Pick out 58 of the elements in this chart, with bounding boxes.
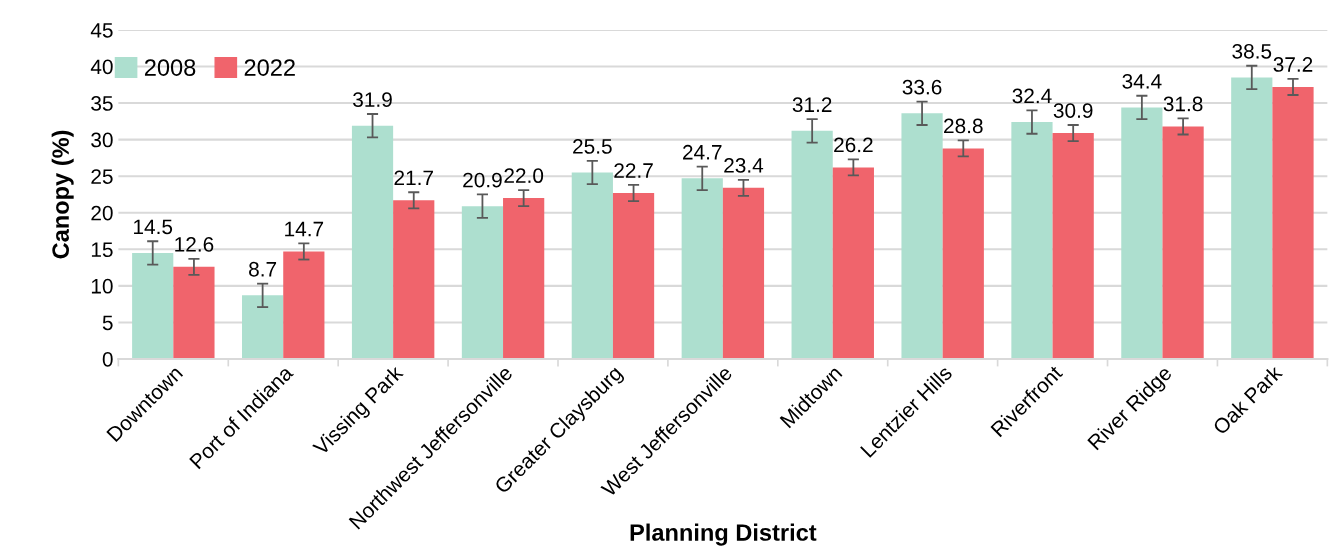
data-label: 22.7 bbox=[614, 163, 653, 178]
data-label: 22.0 bbox=[504, 168, 544, 184]
legend-label: 2022 bbox=[244, 59, 295, 76]
bar bbox=[612, 192, 655, 359]
data-label: 31.9 bbox=[353, 92, 392, 107]
bar bbox=[722, 187, 765, 359]
y-axis-title: Canopy (%) bbox=[51, 130, 74, 259]
data-label: 14.7 bbox=[285, 221, 324, 237]
data-label: 20.9 bbox=[463, 172, 502, 188]
bar bbox=[1011, 122, 1053, 359]
bar bbox=[942, 148, 984, 359]
y-tick-label: 10 bbox=[91, 278, 113, 294]
y-tick-label: 0 bbox=[102, 351, 113, 367]
bar bbox=[1052, 133, 1094, 359]
y-tick-label: 20 bbox=[91, 205, 113, 221]
y-tick-label: 5 bbox=[102, 315, 113, 331]
bar bbox=[461, 206, 504, 359]
data-label: 34.4 bbox=[1122, 73, 1162, 89]
y-tick-label: 15 bbox=[91, 242, 113, 258]
bar bbox=[1162, 126, 1204, 359]
data-label: 31.2 bbox=[792, 97, 832, 113]
x-axis-title: Planning District bbox=[630, 523, 817, 546]
data-label: 26.2 bbox=[834, 137, 873, 153]
data-label: 8.7 bbox=[249, 261, 277, 277]
bar bbox=[791, 130, 833, 359]
data-label: 24.7 bbox=[683, 144, 722, 160]
data-label: 28.8 bbox=[944, 118, 983, 134]
data-label: 30.9 bbox=[1053, 103, 1093, 118]
bar bbox=[173, 266, 215, 359]
y-tick-label: 35 bbox=[91, 96, 113, 111]
data-label: 38.5 bbox=[1232, 43, 1272, 59]
bar bbox=[1272, 86, 1314, 359]
bar bbox=[901, 113, 943, 359]
y-tick-label: 30 bbox=[91, 132, 113, 148]
bar bbox=[1121, 107, 1163, 359]
data-label: 23.4 bbox=[724, 158, 764, 173]
bar bbox=[132, 252, 174, 359]
data-label: 21.7 bbox=[394, 170, 433, 186]
y-tick-label: 45 bbox=[90, 23, 113, 38]
bar bbox=[242, 295, 284, 359]
bar bbox=[832, 167, 874, 359]
bar bbox=[283, 251, 325, 359]
data-label: 31.8 bbox=[1163, 96, 1203, 112]
bar bbox=[571, 172, 613, 359]
bar bbox=[503, 198, 545, 359]
y-tick-label: 40 bbox=[90, 59, 113, 75]
data-label: 37.2 bbox=[1273, 57, 1313, 72]
data-label: 32.4 bbox=[1012, 88, 1052, 104]
bar bbox=[1231, 77, 1273, 359]
y-tick-label: 25 bbox=[91, 169, 113, 184]
data-label: 14.5 bbox=[134, 219, 173, 235]
bar bbox=[351, 125, 394, 359]
bar bbox=[681, 178, 723, 359]
data-label: 33.6 bbox=[902, 79, 942, 95]
bar bbox=[393, 200, 435, 359]
data-label: 12.6 bbox=[175, 237, 214, 252]
data-label: 25.5 bbox=[573, 139, 612, 154]
legend-label: 2008 bbox=[144, 59, 196, 76]
